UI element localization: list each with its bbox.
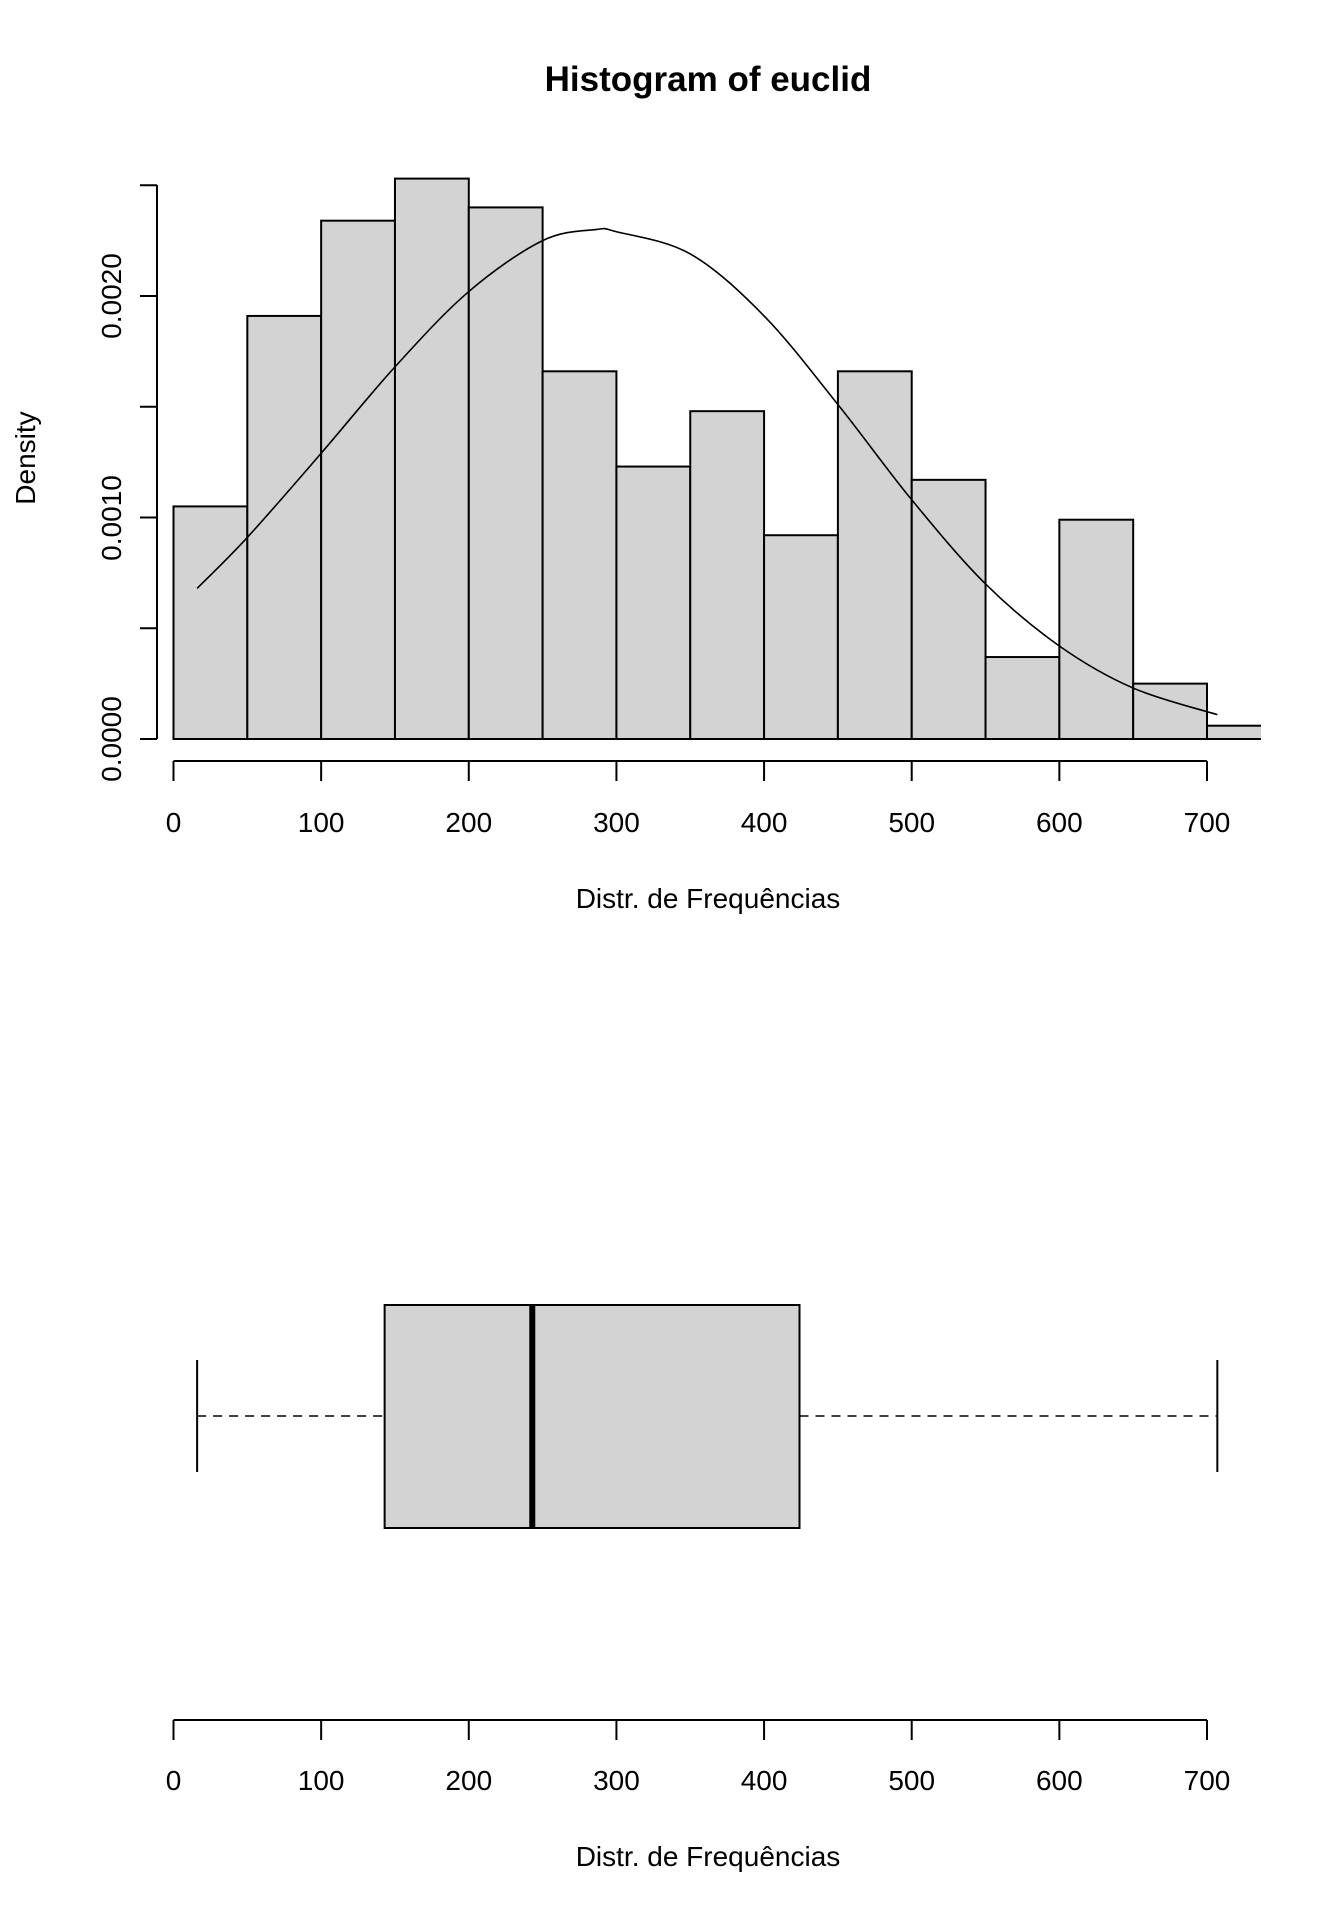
histogram-bars (172, 100, 1344, 800)
boxplot-x-axis (172, 1719, 1208, 1740)
histogram-bar (763, 534, 839, 740)
y-tick-label: 0.0020 (96, 253, 127, 339)
histogram-bar (910, 478, 987, 740)
x-tick-label: 500 (888, 1765, 935, 1796)
y-tick-label: 0.0010 (96, 475, 127, 561)
x-tick-label: 100 (298, 807, 345, 838)
histogram-y-axis (140, 184, 158, 740)
x-tick-label: 0 (166, 1765, 182, 1796)
x-tick-label: 700 (1184, 807, 1231, 838)
histogram-bar (467, 206, 544, 740)
histogram-bar (836, 370, 913, 740)
histogram-bar (393, 177, 470, 741)
y-axis-label: Density (10, 411, 41, 504)
histogram-bar (1058, 518, 1135, 741)
boxplot (196, 1304, 1219, 1529)
x-tick-label: 0 (166, 807, 182, 838)
boxplot-x-tick-labels: 0 100 200 300 400 500 600 700 (166, 1765, 1231, 1796)
normal-density-curve (196, 227, 1218, 716)
histogram-bar (984, 656, 1061, 740)
x-tick-label: 700 (1184, 1765, 1231, 1796)
histogram-x-axis (172, 760, 1208, 781)
x-tick-label: 100 (298, 1765, 345, 1796)
histogram-bar (689, 410, 766, 740)
x-tick-label: 300 (593, 1765, 640, 1796)
x-tick-label: 600 (1036, 807, 1083, 838)
x-tick-label: 500 (888, 807, 935, 838)
histogram-title: Histogram of euclid (545, 60, 872, 99)
iqr-box (383, 1304, 801, 1529)
x-tick-label: 400 (741, 1765, 788, 1796)
histogram-bar (246, 314, 323, 740)
x-tick-label: 600 (1036, 1765, 1083, 1796)
histogram-bar (320, 219, 396, 740)
histogram-x-tick-labels: 0 100 200 300 400 500 600 700 (166, 807, 1231, 838)
y-tick-label: 0.0000 (96, 696, 127, 782)
x-tick-label: 200 (445, 807, 492, 838)
boxplot-x-axis-label: Distr. de Frequências (576, 1841, 841, 1872)
x-tick-label: 300 (593, 807, 640, 838)
histogram-bar (541, 370, 618, 740)
x-tick-label: 400 (741, 807, 788, 838)
histogram-bar (172, 505, 249, 740)
x-tick-label: 200 (445, 1765, 492, 1796)
histogram-x-axis-label: Distr. de Frequências (576, 883, 841, 914)
histogram-bar (615, 465, 692, 740)
